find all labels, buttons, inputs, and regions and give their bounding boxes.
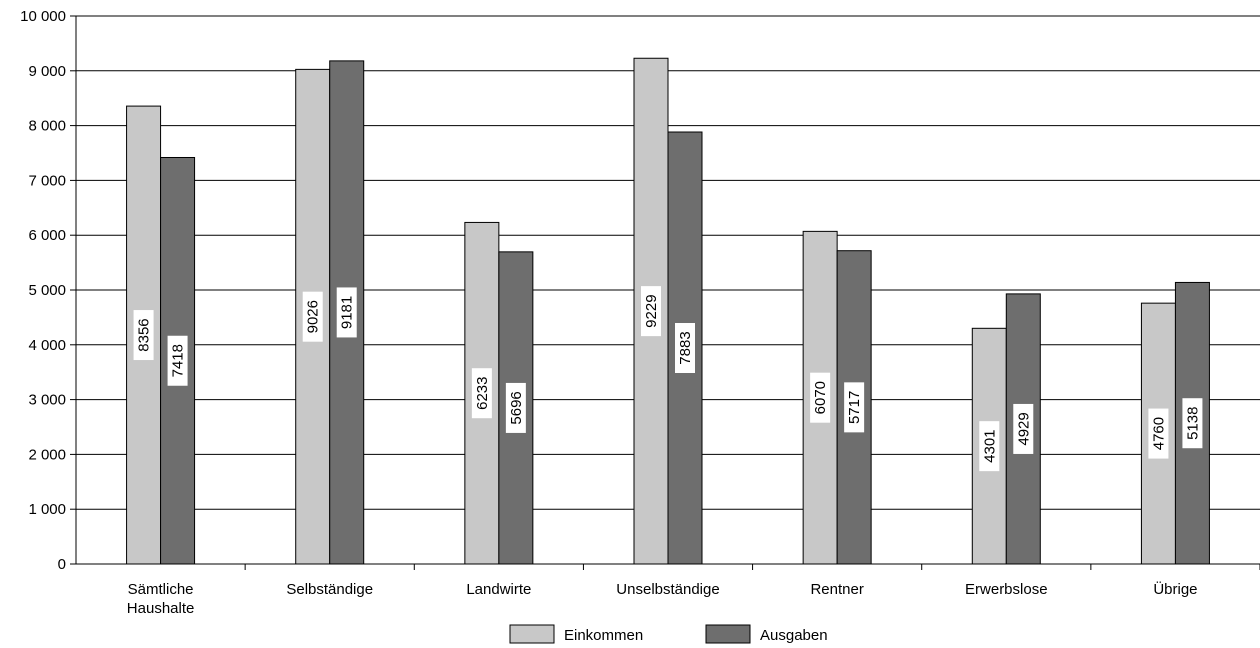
data-label-text: 8356 [136, 318, 153, 351]
data-label-background [471, 368, 492, 419]
y-tick-label: 6 000 [28, 227, 66, 244]
data-label-text: 7883 [677, 331, 694, 364]
x-category-label: Erwerbslose [965, 581, 1048, 598]
data-label-text: 7418 [170, 344, 187, 377]
x-category-label: Haushalte [127, 600, 195, 617]
data-label: 9181 [336, 287, 357, 338]
x-category-label: Selbständige [286, 581, 373, 598]
data-label-text: 5138 [1184, 407, 1201, 440]
bars [126, 57, 1210, 565]
data-label-background [810, 372, 831, 423]
data-label-background [133, 310, 154, 361]
data-label: 9229 [641, 286, 661, 337]
data-label-background [979, 421, 1000, 472]
x-category-label: Sämtliche [128, 581, 194, 598]
data-label: 6233 [471, 368, 492, 419]
data-label: 7883 [675, 323, 695, 374]
x-category-label: Übrige [1153, 580, 1197, 598]
data-label-text: 9026 [305, 300, 322, 333]
y-tick-label: 5 000 [28, 282, 66, 299]
data-label: 5717 [844, 382, 865, 433]
x-axis: Sämtliche Haushalte Selbständige Landwirte U… [76, 563, 1260, 617]
data-label-background [336, 287, 357, 338]
y-tick-label: 7 000 [28, 172, 66, 189]
data-label-text: 9181 [339, 296, 356, 329]
data-label-text: 6233 [474, 377, 491, 410]
data-label-text: 6070 [812, 381, 829, 414]
x-category-label: Unselbständige [616, 581, 719, 598]
data-label-text: 4301 [981, 429, 998, 462]
data-label-background [844, 382, 865, 433]
y-tick-label: 3 000 [28, 392, 66, 409]
data-labels: 8356 7418 9026 9181 6233 5696 9229 7883 6070 5717… [133, 286, 1203, 472]
y-tick-label: 8 000 [28, 118, 66, 135]
x-category-label: Landwirte [466, 581, 531, 598]
data-label-text: 5717 [846, 391, 863, 424]
y-tick-label: 9 000 [28, 63, 66, 80]
data-label: 4301 [979, 421, 1000, 472]
y-tick-label: 1 000 [28, 501, 66, 518]
data-label-text: 9229 [643, 294, 660, 327]
data-label: 5696 [505, 382, 526, 433]
legend-label-einkommen: Einkommen [564, 627, 643, 644]
y-tick-label: 10 000 [20, 8, 66, 25]
data-label: 4760 [1148, 408, 1169, 459]
data-label-background [302, 291, 323, 342]
data-label-text: 5696 [508, 391, 525, 424]
data-label: 8356 [133, 310, 154, 361]
data-label-background [505, 382, 526, 433]
data-label-background [167, 335, 188, 386]
y-tick-label: 0 [58, 556, 66, 573]
data-label-background [675, 323, 695, 374]
legend-swatch-ausgaben [705, 624, 751, 644]
data-label: 5138 [1182, 398, 1203, 449]
data-label: 7418 [167, 335, 188, 386]
legend-swatch-einkommen [509, 624, 555, 644]
legend-label-ausgaben: Ausgaben [760, 627, 828, 644]
data-label: 6070 [810, 372, 831, 423]
data-label: 9026 [302, 291, 323, 342]
y-axis-ticks: 0 1 000 2 000 3 000 4 000 5 000 6 000 7 000 8 00… [20, 8, 77, 573]
data-label-background [1013, 403, 1034, 454]
legend: Einkommen Ausgaben [509, 624, 828, 644]
y-tick-label: 4 000 [28, 337, 66, 354]
data-label-text: 4929 [1015, 412, 1032, 445]
data-label-background [1182, 398, 1203, 449]
data-label: 4929 [1013, 403, 1034, 454]
data-label-background [641, 286, 661, 337]
y-tick-label: 2 000 [28, 446, 66, 463]
data-label-text: 4760 [1150, 417, 1167, 450]
data-label-background [1148, 408, 1169, 459]
x-category-label: Rentner [810, 581, 863, 598]
